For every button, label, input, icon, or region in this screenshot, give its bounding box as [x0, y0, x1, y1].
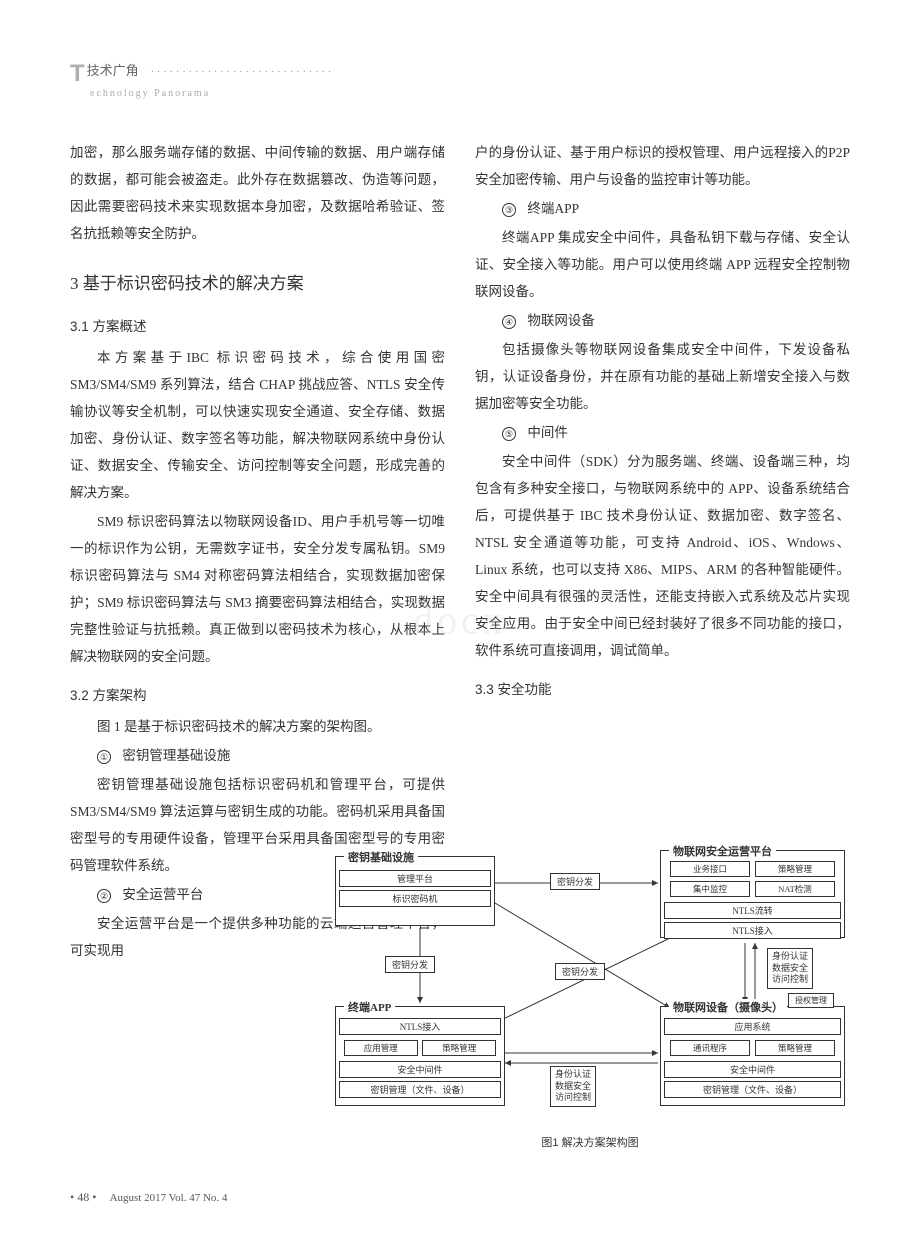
paragraph: 图 1 是基于标识密码技术的解决方案的架构图。	[70, 713, 445, 740]
box-row: NTLS接入	[664, 922, 841, 939]
box-row: 管理平台	[339, 870, 491, 887]
page-footer: • 48 • August 2017 Vol. 47 No. 4	[70, 1190, 227, 1205]
arrow-label: 密钥分发	[555, 963, 605, 980]
box-title: 密钥基础设施	[344, 849, 418, 865]
box-cell: NAT检测	[755, 881, 836, 897]
box-cell: 策略管理	[755, 861, 836, 877]
paragraph: SM9 标识密码算法以物联网设备ID、用户手机号等一切唯一的标识作为公钥，无需数…	[70, 508, 445, 670]
paragraph: 本方案基于IBC 标识密码技术，综合使用国密 SM3/SM4/SM9 系列算法，…	[70, 344, 445, 506]
issue-label: August 2017 Vol. 47 No. 4	[110, 1192, 228, 1204]
list-item: ④ 物联网设备	[475, 307, 850, 334]
box-row: NTLS接入	[339, 1018, 501, 1035]
box-row: 密钥管理（文件、设备）	[339, 1081, 501, 1098]
list-item: ⑤ 中间件	[475, 419, 850, 446]
box-cell: 应用管理	[344, 1040, 418, 1056]
list-item: ③ 终端APP	[475, 195, 850, 222]
arrow-label: 授权管理	[788, 993, 834, 1008]
subsection-heading: 3.3 安全功能	[475, 676, 850, 703]
box-row: 应用系统	[664, 1018, 841, 1035]
paragraph: 包括摄像头等物联网设备集成安全中间件，下发设备私钥，认证设备身份，并在原有功能的…	[475, 336, 850, 417]
page-header: T 技术广角 ····························· ech…	[70, 60, 850, 99]
paragraph: 加密，那么服务端存储的数据、中间传输的数据、用户端存储的数据，都可能会被盗走。此…	[70, 139, 445, 247]
box-row: 密钥管理（文件、设备）	[664, 1081, 841, 1098]
architecture-diagram: 密钥基础设施 管理平台 标识密码机 物联网安全运营平台 业务接口 策略管理 集中…	[330, 848, 850, 1128]
box-row: NTLS流转	[664, 902, 841, 919]
list-label: 终端APP	[527, 201, 579, 216]
content-columns: 加密，那么服务端存储的数据、中间传输的数据、用户端存储的数据，都可能会被盗走。此…	[70, 139, 850, 966]
list-marker-icon: ①	[97, 750, 111, 764]
box-cell: 集中监控	[670, 881, 751, 897]
header-dots: ·····························	[151, 67, 335, 78]
paragraph: 安全中间件（SDK）分为服务端、终端、设备端三种，均包含有多种安全接口，与物联网…	[475, 448, 850, 664]
section-heading: 3 基于标识密码技术的解决方案	[70, 267, 445, 301]
header-title-cn: 技术广角	[87, 60, 139, 79]
diagram-box-iot-device: 物联网设备（摄像头） 应用系统 通讯程序 策略管理 安全中间件 密钥管理（文件、…	[660, 1006, 845, 1106]
arrow-label: 密钥分发	[550, 873, 600, 890]
header-title-en: echnology Panorama	[90, 88, 850, 99]
subsection-heading: 3.2 方案架构	[70, 682, 445, 709]
box-row: 安全中间件	[664, 1061, 841, 1078]
arrow-label: 身份认证 数据安全 访问控制	[550, 1066, 596, 1107]
list-marker-icon: ⑤	[502, 427, 516, 441]
diagram-box-terminal-app: 终端APP NTLS接入 应用管理 策略管理 安全中间件 密钥管理（文件、设备）	[335, 1006, 505, 1106]
list-item: ① 密钥管理基础设施	[70, 742, 445, 769]
list-marker-icon: ②	[97, 889, 111, 903]
box-cell: 通讯程序	[670, 1040, 751, 1056]
left-column: 加密，那么服务端存储的数据、中间传输的数据、用户端存储的数据，都可能会被盗走。此…	[70, 139, 445, 966]
paragraph: 户的身份认证、基于用户标识的授权管理、用户远程接入的P2P 安全加密传输、用户与…	[475, 139, 850, 193]
box-row: 标识密码机	[339, 890, 491, 907]
list-label: 密钥管理基础设施	[122, 748, 230, 763]
right-column: 户的身份认证、基于用户标识的授权管理、用户远程接入的P2P 安全加密传输、用户与…	[475, 139, 850, 966]
list-marker-icon: ③	[502, 203, 516, 217]
diagram-box-platform: 物联网安全运营平台 业务接口 策略管理 集中监控 NAT检测 NTLS流转 NT…	[660, 850, 845, 938]
box-cell: 策略管理	[755, 1040, 836, 1056]
subsection-heading: 3.1 方案概述	[70, 313, 445, 340]
box-title: 物联网设备（摄像头）	[669, 999, 787, 1015]
list-label: 安全运营平台	[122, 887, 203, 902]
list-label: 中间件	[527, 425, 568, 440]
box-title: 终端APP	[344, 999, 395, 1015]
page-number: • 48 •	[70, 1190, 96, 1204]
arrow-label: 密钥分发	[385, 956, 435, 973]
box-cell: 业务接口	[670, 861, 751, 877]
header-marker: T	[70, 60, 85, 88]
figure-caption: 图1 解决方案架构图	[330, 1134, 850, 1150]
box-title: 物联网安全运营平台	[669, 843, 776, 859]
box-cell: 策略管理	[422, 1040, 496, 1056]
diagram-box-key-infra: 密钥基础设施 管理平台 标识密码机	[335, 856, 495, 926]
figure-1: 密钥基础设施 管理平台 标识密码机 物联网安全运营平台 业务接口 策略管理 集中…	[330, 848, 850, 1150]
list-label: 物联网设备	[527, 313, 595, 328]
paragraph: 终端APP 集成安全中间件，具备私钥下载与存储、安全认证、安全接入等功能。用户可…	[475, 224, 850, 305]
list-marker-icon: ④	[502, 315, 516, 329]
box-row: 安全中间件	[339, 1061, 501, 1078]
arrow-label: 身份认证 数据安全 访问控制	[767, 948, 813, 989]
